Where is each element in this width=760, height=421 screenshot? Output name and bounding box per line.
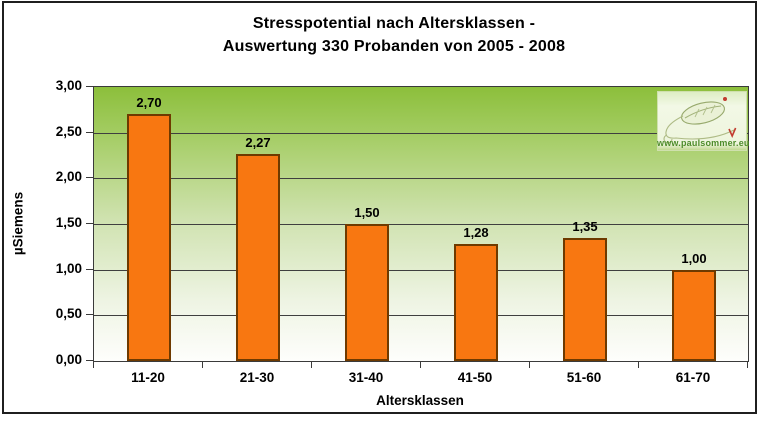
y-tick <box>86 177 93 178</box>
bar-61-70 <box>672 270 716 361</box>
x-category-label: 61-70 <box>675 370 711 385</box>
y-tick <box>86 132 93 133</box>
y-tick <box>86 223 93 224</box>
gridline <box>94 224 748 225</box>
chart-title-line1: Stresspotential nach Altersklassen - <box>252 15 536 32</box>
bar-value-label: 2,27 <box>245 135 271 150</box>
logo-url-text: www.paulsommer.eu <box>657 138 750 148</box>
gridline <box>94 270 748 271</box>
plot-area: 2,70 2,27 1,50 1,28 1,35 1,00 <box>93 86 749 362</box>
bar-51-60 <box>563 238 607 361</box>
paulsommer-logo: www.paulsommer.eu <box>657 91 750 151</box>
y-tick-label: 2,00 <box>55 169 82 184</box>
bar-value-label: 1,35 <box>572 219 598 234</box>
y-tick <box>86 314 93 315</box>
y-tick-label: 1,00 <box>55 261 82 276</box>
bar-value-label: 1,50 <box>354 205 380 220</box>
y-tick <box>86 86 93 87</box>
chart-title-line2: Auswertung 330 Probanden von 2005 - 2008 <box>222 38 566 55</box>
chart-title: Stresspotential nach Altersklassen - Aus… <box>24 12 760 58</box>
bar-31-40 <box>345 224 389 361</box>
bar-11-20 <box>127 114 171 361</box>
y-axis-title: µSiemens <box>10 191 26 256</box>
x-tick <box>747 361 748 368</box>
y-tick-label: 0,50 <box>55 306 82 321</box>
x-category-label: 11-20 <box>131 370 165 385</box>
x-category-label: 51-60 <box>566 370 602 385</box>
y-tick <box>86 360 93 361</box>
y-tick-label: 1,50 <box>55 215 82 230</box>
x-category-label: 41-50 <box>457 370 493 385</box>
bar-value-label: 1,00 <box>681 251 707 266</box>
x-tick <box>638 361 639 368</box>
bar-value-label: 2,70 <box>136 95 162 110</box>
y-tick-label: 0,00 <box>55 352 82 367</box>
chart-frame: Stresspotential nach Altersklassen - Aus… <box>2 1 757 414</box>
logo-swirl-icon <box>663 97 737 144</box>
x-category-label: 31-40 <box>348 370 384 385</box>
bar-41-50 <box>454 244 498 361</box>
bar-21-30 <box>236 154 280 361</box>
x-tick <box>529 361 530 368</box>
x-tick <box>420 361 421 368</box>
x-tick <box>311 361 312 368</box>
y-tick-label: 2,50 <box>55 124 82 139</box>
bar-value-label: 1,28 <box>463 225 489 240</box>
gridline <box>94 178 748 179</box>
y-tick-label: 3,00 <box>55 78 82 93</box>
gridline <box>94 315 748 316</box>
x-category-label: 21-30 <box>239 370 275 385</box>
x-axis-title: Altersklassen <box>376 393 464 408</box>
x-tick <box>202 361 203 368</box>
gridline <box>94 133 748 134</box>
y-tick <box>86 269 93 270</box>
x-tick <box>93 361 94 368</box>
